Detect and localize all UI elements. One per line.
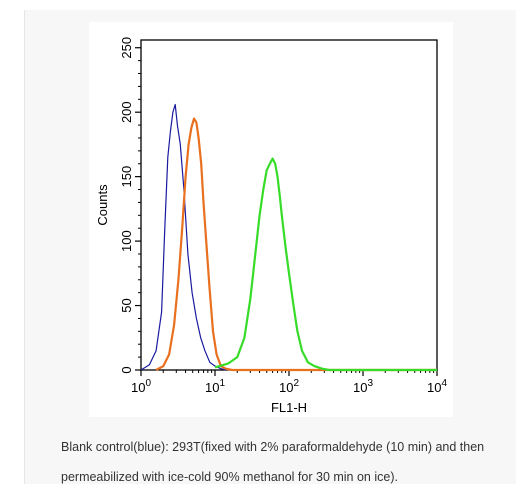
y-tick-label: 250 [119,37,134,59]
x-tick-label: 103 [353,378,373,395]
x-tick-label: 102 [279,378,299,395]
y-tick-label: 0 [119,366,134,373]
plot-area: 0 50 100 150 200 250 100 101 102 103 104 FL1-H Count… [89,22,453,417]
histogram-series-2 [155,117,437,372]
y-axis-label: Counts [95,184,110,226]
y-tick-label: 200 [119,101,134,123]
caption-line-1: Blank control(blue): 293T(fixed with 2% … [61,440,485,454]
x-tick-label: 104 [427,378,447,395]
histogram-series-1 [140,103,226,371]
y-tick-label: 100 [119,230,134,252]
x-axis-label: FL1-H [271,400,307,415]
y-tick-label: 150 [119,166,134,188]
x-tick-label: 100 [131,378,151,395]
y-tick-label: 50 [119,298,134,312]
histogram-series-3 [214,157,437,372]
x-tick-label: 101 [205,378,225,395]
caption-line-2: permeabilized with ice-cold 90% methanol… [61,470,398,484]
figure-card: 0 50 100 150 200 250 100 101 102 103 104 FL1-H Count… [24,10,516,484]
flow-cytometry-histogram: 0 50 100 150 200 250 100 101 102 103 104 FL1-H Count… [95,37,447,415]
figure-caption: Blank control(blue): 293T(fixed with 2% … [61,432,516,492]
